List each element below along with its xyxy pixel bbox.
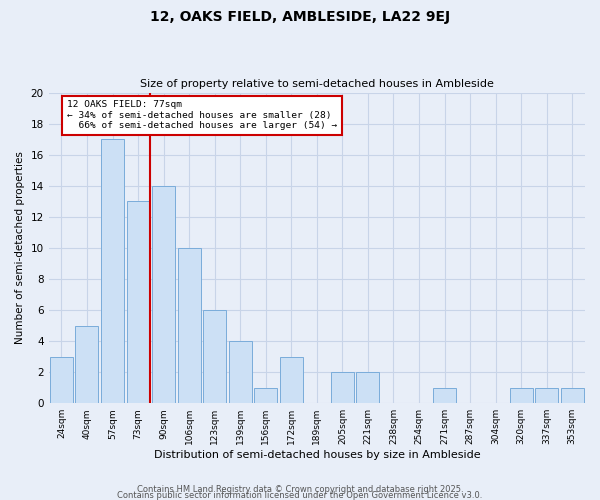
Text: Contains HM Land Registry data © Crown copyright and database right 2025.: Contains HM Land Registry data © Crown c… [137, 484, 463, 494]
Bar [254, 388, 277, 403]
Bar [356, 372, 379, 403]
Bar [127, 202, 149, 403]
Bar [203, 310, 226, 403]
Y-axis label: Number of semi-detached properties: Number of semi-detached properties [15, 152, 25, 344]
Bar [561, 388, 584, 403]
Bar [229, 341, 252, 403]
Bar [152, 186, 175, 403]
Bar [509, 388, 533, 403]
X-axis label: Distribution of semi-detached houses by size in Ambleside: Distribution of semi-detached houses by … [154, 450, 480, 460]
Bar [178, 248, 200, 403]
Text: Contains public sector information licensed under the Open Government Licence v3: Contains public sector information licen… [118, 490, 482, 500]
Bar [50, 356, 73, 403]
Bar [76, 326, 98, 403]
Bar [331, 372, 354, 403]
Bar [433, 388, 456, 403]
Text: 12, OAKS FIELD, AMBLESIDE, LA22 9EJ: 12, OAKS FIELD, AMBLESIDE, LA22 9EJ [150, 10, 450, 24]
Bar [101, 139, 124, 403]
Bar [280, 356, 303, 403]
Text: 12 OAKS FIELD: 77sqm
← 34% of semi-detached houses are smaller (28)
  66% of sem: 12 OAKS FIELD: 77sqm ← 34% of semi-detac… [67, 100, 337, 130]
Bar [535, 388, 558, 403]
Title: Size of property relative to semi-detached houses in Ambleside: Size of property relative to semi-detach… [140, 79, 494, 89]
